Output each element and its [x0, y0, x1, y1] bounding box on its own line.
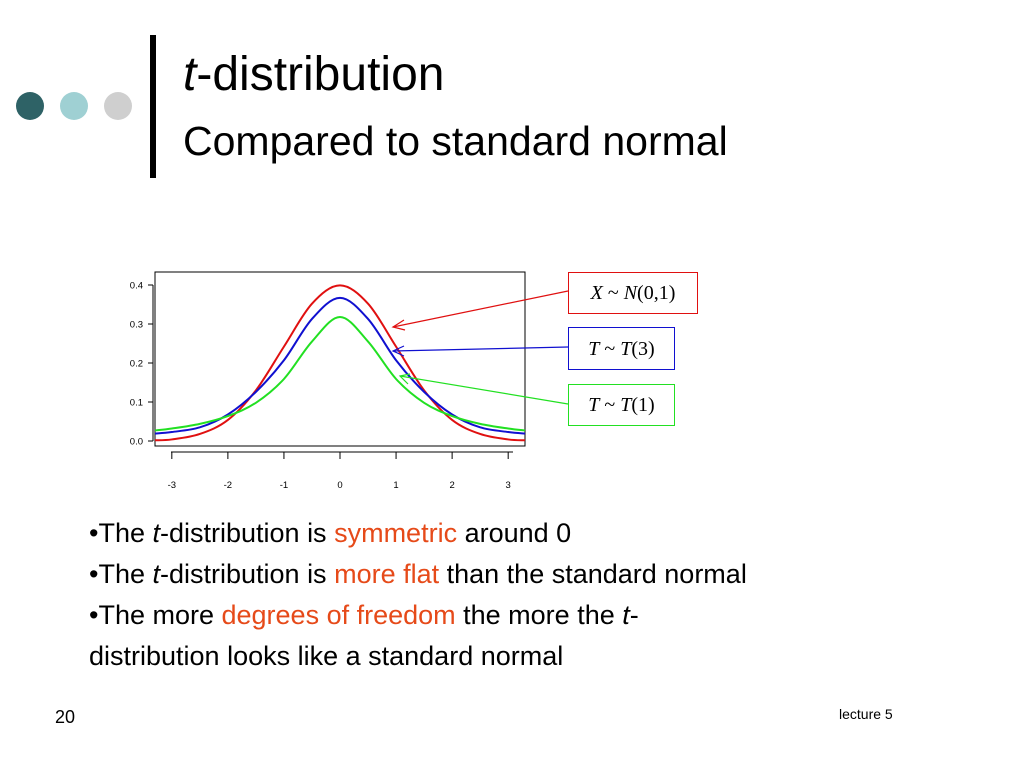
- label-t3-var: T: [588, 337, 600, 360]
- plot-frame: [154, 271, 526, 447]
- label-t1-dist: T: [620, 394, 632, 416]
- title-rest: -distribution: [196, 48, 445, 101]
- label-normal-dist: N: [623, 282, 638, 304]
- series-layer: [154, 284, 526, 442]
- bullet-flat: •The t-distribution is more flat than th…: [89, 554, 949, 595]
- bullet-text: than the standard normal: [439, 559, 747, 589]
- bullet-text: -distribution is: [160, 559, 335, 589]
- y-tick-label: 0.2: [130, 359, 143, 370]
- highlight-more-flat: more flat: [334, 559, 440, 589]
- bullet-text: •The more: [89, 600, 222, 630]
- x-tick-label: -3: [168, 480, 176, 491]
- decorative-dot: [60, 92, 88, 120]
- y-tick-label: 0.1: [130, 398, 143, 409]
- bullet-list: •The t-distribution is symmetric around …: [89, 513, 949, 677]
- pointer-arrowhead-t1: [398, 373, 411, 385]
- label-t3-tilde: ~: [599, 337, 621, 360]
- pointer-arrowhead-t3: [391, 345, 405, 357]
- label-normal-tilde: ~: [602, 282, 624, 304]
- bullet-degrees-of-freedom-cont: distribution looks like a standard norma…: [89, 641, 564, 671]
- bullet-text: around 0: [457, 518, 572, 548]
- y-tick-label: 0.4: [130, 281, 143, 292]
- y-tick-label: 0.0: [130, 437, 143, 448]
- italic-t: t: [152, 559, 160, 589]
- page-number: 20: [55, 707, 76, 727]
- density-chart: 0.0 0.1 0.2 0.3 0.4 -3 -2 -1 0 1 2 3: [130, 271, 569, 491]
- y-ticks: 0.0 0.1 0.2 0.3 0.4: [130, 281, 153, 448]
- label-t3-params: (3): [631, 337, 655, 360]
- label-t3: T ~ T (3): [568, 327, 675, 370]
- title-italic-t: t: [183, 48, 197, 101]
- x-tick-label: 2: [449, 480, 454, 491]
- decorative-dots: [16, 92, 136, 122]
- bullet-text: -: [629, 600, 639, 630]
- bullet-text: the more the: [455, 600, 623, 630]
- series-line-0: [154, 284, 526, 442]
- x-tick-label: -2: [224, 480, 232, 491]
- x-tick-label: 3: [506, 480, 511, 491]
- bullet-text: -distribution is: [160, 518, 335, 548]
- pointer-line-t3: [392, 346, 569, 352]
- title-divider: [150, 35, 156, 178]
- series-line-2: [154, 315, 526, 432]
- label-t1-var: T: [588, 394, 600, 416]
- bullet-degrees-of-freedom: •The more degrees of freedom the more th…: [89, 595, 949, 636]
- label-normal-var: X: [590, 282, 603, 304]
- pointer-line-t1: [399, 375, 569, 405]
- italic-t: t: [622, 600, 630, 630]
- pointer-arrowhead-normal: [391, 319, 406, 331]
- decorative-dot: [16, 92, 44, 120]
- highlight-degrees-of-freedom: degrees of freedom: [221, 600, 456, 630]
- highlight-symmetric: symmetric: [334, 518, 458, 548]
- x-tick-label: 1: [393, 480, 398, 491]
- label-normal: X ~ N (0,1): [568, 272, 698, 314]
- slide-title: t-distribution: [183, 48, 445, 101]
- x-tick-label: -1: [280, 480, 288, 491]
- label-t1-tilde: ~: [599, 394, 621, 416]
- footer-text: lecture 5: [839, 706, 893, 722]
- label-normal-params: (0,1): [637, 282, 676, 304]
- x-tick-label: 0: [337, 480, 342, 491]
- pointer-line-normal: [392, 290, 569, 328]
- bullet-symmetric: •The t-distribution is symmetric around …: [89, 513, 949, 554]
- bullet-text: •The: [89, 559, 153, 589]
- label-t3-dist: T: [620, 337, 632, 360]
- decorative-dot: [104, 92, 132, 120]
- label-t1-params: (1): [631, 394, 655, 416]
- bullet-text: •The: [89, 518, 153, 548]
- x-ticks: -3 -2 -1 0 1 2 3: [168, 452, 511, 491]
- slide-subtitle: Compared to standard normal: [183, 118, 728, 164]
- series-line-1: [154, 296, 526, 435]
- label-t1: T ~ T (1): [568, 384, 675, 426]
- y-tick-label: 0.3: [130, 320, 143, 331]
- italic-t: t: [152, 518, 160, 548]
